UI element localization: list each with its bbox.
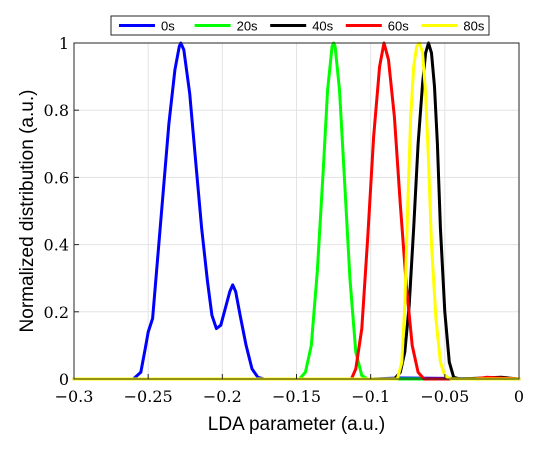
x-tick-label: −0.1 [351,387,390,406]
series-line-80s [72,41,521,381]
legend-label-0s: 0s [161,19,175,34]
legend-label-80s: 80s [463,19,484,34]
y-tick-label: 0 [59,370,69,389]
x-tick-label: −0.3 [55,387,94,406]
y-tick-label: 0.2 [44,303,69,322]
x-axis-label: LDA parameter (a.u.) [208,414,385,435]
y-tick-label: 0.6 [44,168,69,187]
x-tick-label: −0.15 [272,387,321,406]
axis-ticks: −0.3 −0.25 −0.2 −0.15 −0.1 −0.05 0 0 0.2 0.4 0.6 0.… [44,34,525,406]
x-tick-label: −0.25 [124,387,173,406]
series-line-40s [72,41,521,381]
legend-label-60s: 60s [388,19,409,34]
y-tick-label: 0.4 [44,236,69,255]
series-line-0s [72,41,521,381]
legend: 0s 20s 40s 60s 80s [110,15,490,36]
legend-label-40s: 40s [312,19,333,34]
x-tick-label: −0.2 [203,387,242,406]
x-tick-label: −0.05 [420,387,469,406]
legend-label-20s: 20s [237,19,258,34]
x-tick-label: 0 [514,387,524,406]
y-tick-label: 1 [59,34,69,53]
y-tick-label: 0.8 [44,101,69,120]
y-axis-label: Normalized distribution (a.u.) [17,90,38,333]
